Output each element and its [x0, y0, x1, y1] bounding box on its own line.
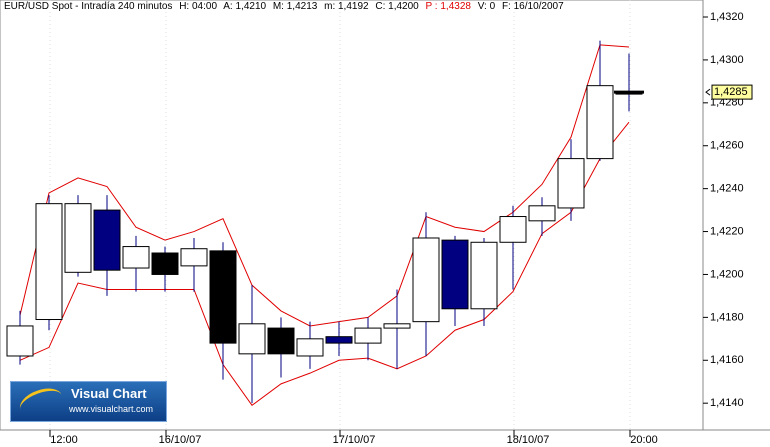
y-tick-label: 1,4200: [710, 268, 744, 280]
candle-body: [35, 203, 63, 321]
candle-body: [6, 325, 34, 357]
header: EUR/USD Spot - Intradía 240 minutos H: 0…: [2, 1, 570, 12]
candle-body: [499, 216, 527, 243]
candle-body: [238, 323, 266, 355]
logo-title: Visual Chart: [71, 386, 147, 401]
y-tick-label: 1,4280: [710, 97, 744, 109]
candle-body: [93, 209, 121, 271]
candle-body: [383, 323, 411, 329]
candle-body: [412, 237, 440, 323]
x-tick-label: 12:00: [50, 434, 78, 446]
last-price-label: 1,4285: [714, 86, 748, 98]
y-tick-label: 1,4240: [710, 183, 744, 195]
y-tick-label: 1,4260: [710, 140, 744, 152]
header-item: P : 1,4328: [425, 1, 471, 12]
header-item: C: 1,4200: [375, 1, 419, 12]
last-price-box: [711, 84, 753, 100]
x-tick-label: 17/10/07: [333, 434, 376, 446]
header-item: H: 04:00: [179, 1, 218, 12]
candle-body: [325, 336, 353, 344]
candle-body: [528, 205, 556, 222]
candle-body: [64, 203, 92, 273]
x-tick-label: 18/10/07: [507, 434, 550, 446]
y-tick-label: 1,4320: [710, 11, 744, 23]
candle-body: [470, 241, 498, 310]
x-tick-label: 20:00: [630, 434, 658, 446]
logo-swoosh: [16, 383, 66, 422]
header-item: V: 0: [477, 1, 496, 12]
candle-body: [180, 248, 208, 267]
candle-body: [441, 239, 469, 310]
y-tick-label: 1,4140: [710, 397, 744, 409]
envelope-band: [19, 44, 630, 327]
header-item: F: 16/10/2007: [501, 1, 564, 12]
candle-body: [296, 338, 324, 357]
candle-body: [586, 85, 614, 160]
candle-body: [267, 327, 295, 355]
header-item: EUR/USD Spot - Intradía 240 minutos: [4, 1, 173, 12]
logo[interactable]: Visual Chart www.visualchart.com: [10, 381, 167, 422]
last-price-arrow: [705, 88, 711, 96]
candle-body: [557, 158, 585, 209]
header-item: M: 1,4213: [272, 1, 318, 12]
y-tick-label: 1,4180: [710, 311, 744, 323]
header-item: A: 1,4210: [223, 1, 267, 12]
x-tick-label: 16/10/07: [159, 434, 202, 446]
candle-body: [354, 327, 382, 344]
y-tick-label: 1,4300: [710, 54, 744, 66]
logo-url: www.visualchart.com: [69, 404, 154, 414]
y-tick-label: 1,4160: [710, 354, 744, 366]
envelope-band: [19, 121, 630, 407]
y-tick-label: 1,4220: [710, 225, 744, 237]
header-item: m: 1,4192: [324, 1, 369, 12]
candle-body: [209, 250, 237, 344]
candle-body: [122, 246, 150, 269]
candle-body: [151, 252, 179, 275]
